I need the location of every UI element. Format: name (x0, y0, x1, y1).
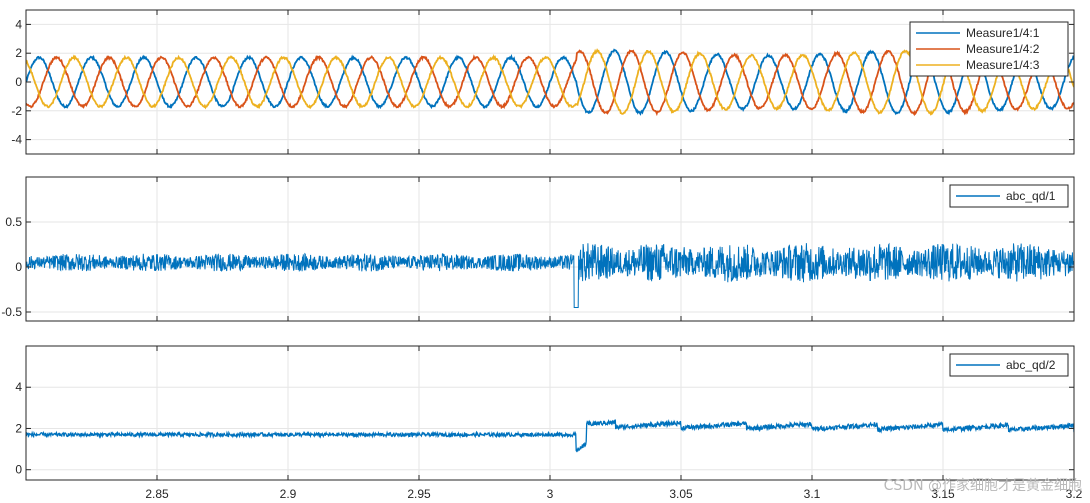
x-tick-label: 2.9 (280, 487, 297, 501)
watermark: CSDN @作家细胞才是黄金细胞 (883, 478, 1082, 494)
legend-box (949, 353, 1069, 377)
legend-box (949, 184, 1069, 208)
legend: abc_qd/1 (949, 184, 1069, 208)
x-tick-label: 3 (547, 487, 554, 501)
x-tick-label: 3.1 (804, 487, 821, 501)
y-tick-label: 0 (15, 75, 22, 89)
x-tick-label: 3.15 (931, 487, 955, 501)
chart-panel-3: 4 2 0 2.85 2.9 2.95 3 3.05 3.1 3.15 3.2 abc_qd/2 (15, 345, 1083, 501)
y-tick-label: -4 (11, 133, 22, 147)
x-tick-label: 3.2 (1066, 487, 1083, 501)
series-line-1 (26, 419, 1074, 453)
x-tick-label: 2.95 (407, 487, 431, 501)
series-group (26, 48, 1074, 117)
y-tick-label: -0.5 (1, 305, 22, 319)
series-line-2 (26, 49, 1074, 117)
legend: abc_qd/2 (949, 353, 1069, 377)
series-line-1 (26, 48, 1074, 116)
chart-panel-1: 420-2-4Measure1/4:1Measure1/4:2Measure1/… (11, 9, 1075, 155)
y-tick-label: 2 (15, 421, 22, 435)
legend-label: abc_qd/1 (1006, 189, 1056, 203)
series-group (26, 242, 1074, 308)
y-tick-label: 4 (15, 17, 22, 31)
series-line-1 (26, 242, 1074, 308)
y-tick-label: 0.5 (5, 215, 22, 229)
x-tick-label: 2.85 (145, 487, 169, 501)
y-tick-label: 0 (15, 463, 22, 477)
legend-label: Measure1/4:1 (966, 26, 1040, 40)
series-group (26, 419, 1074, 453)
x-tick-label: 3.05 (669, 487, 693, 501)
y-tick-label: 0 (15, 260, 22, 274)
y-tick-label: 4 (15, 380, 22, 394)
series-line-3 (26, 48, 1074, 116)
legend-label: abc_qd/2 (1006, 358, 1056, 372)
y-tick-label: -2 (11, 104, 22, 118)
chart-panel-2: 0.5 0 -0.5 abc_qd/1 (1, 176, 1075, 322)
y-tick-label: 2 (15, 46, 22, 60)
legend-label: Measure1/4:2 (966, 42, 1040, 56)
legend: Measure1/4:1 Measure1/4:2 Measure1/4:3 (909, 21, 1069, 77)
legend-label: Measure1/4:3 (966, 58, 1040, 72)
